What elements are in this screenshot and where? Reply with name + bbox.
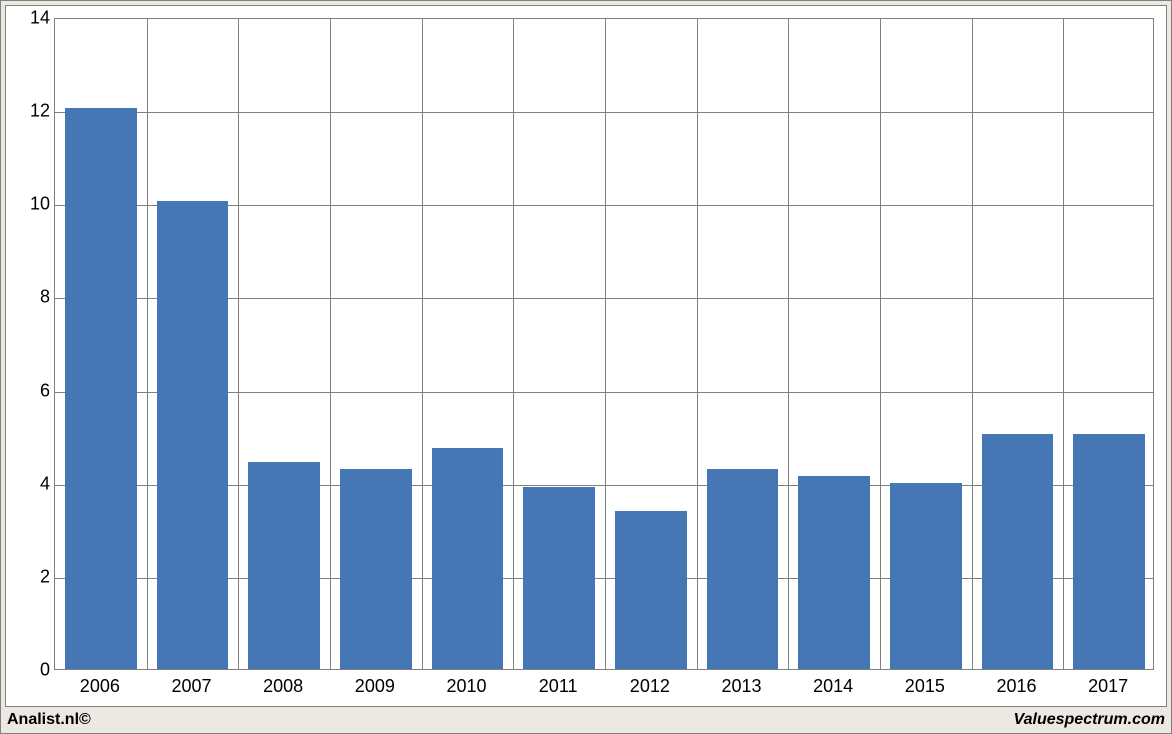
bar bbox=[615, 511, 687, 669]
y-tick-label: 0 bbox=[40, 660, 50, 681]
gridline-v bbox=[513, 19, 514, 669]
bar bbox=[982, 434, 1054, 669]
x-tick-label: 2012 bbox=[630, 676, 670, 697]
y-tick-label: 6 bbox=[40, 380, 50, 401]
y-tick-label: 14 bbox=[30, 8, 50, 29]
x-tick-label: 2015 bbox=[905, 676, 945, 697]
x-tick-label: 2006 bbox=[80, 676, 120, 697]
bar bbox=[432, 448, 504, 669]
x-tick-label: 2010 bbox=[446, 676, 486, 697]
x-tick-label: 2009 bbox=[355, 676, 395, 697]
bar bbox=[248, 462, 320, 669]
bar bbox=[340, 469, 412, 669]
y-tick-label: 4 bbox=[40, 473, 50, 494]
footer-right: Valuespectrum.com bbox=[1014, 711, 1165, 729]
gridline-v bbox=[330, 19, 331, 669]
y-tick-label: 12 bbox=[30, 101, 50, 122]
outer-frame: 0 2 4 6 8 10 12 14 2006 2007 2008 2009 2010 2011 2012 2… bbox=[0, 0, 1172, 734]
x-tick-label: 2014 bbox=[813, 676, 853, 697]
bar bbox=[157, 201, 229, 669]
x-tick-label: 2008 bbox=[263, 676, 303, 697]
gridline-v bbox=[788, 19, 789, 669]
gridline-v bbox=[697, 19, 698, 669]
y-tick-label: 2 bbox=[40, 566, 50, 587]
bar bbox=[1073, 434, 1145, 669]
x-tick-label: 2007 bbox=[171, 676, 211, 697]
gridline-v bbox=[1063, 19, 1064, 669]
x-tick-label: 2011 bbox=[539, 676, 578, 697]
gridline-v bbox=[422, 19, 423, 669]
footer-row: Analist.nl© Valuespectrum.com bbox=[1, 709, 1171, 733]
x-tick-label: 2013 bbox=[721, 676, 761, 697]
gridline-v bbox=[238, 19, 239, 669]
y-tick-label: 8 bbox=[40, 287, 50, 308]
gridline-v bbox=[605, 19, 606, 669]
bar bbox=[523, 487, 595, 669]
x-tick-label: 2016 bbox=[996, 676, 1036, 697]
bar bbox=[65, 108, 137, 669]
x-tick-label: 2017 bbox=[1088, 676, 1128, 697]
chart-frame: 0 2 4 6 8 10 12 14 2006 2007 2008 2009 2010 2011 2012 2… bbox=[5, 5, 1167, 707]
plot-area bbox=[54, 18, 1154, 670]
gridline-v bbox=[972, 19, 973, 669]
gridline-h bbox=[55, 112, 1153, 113]
bar bbox=[798, 476, 870, 669]
footer-left: Analist.nl© bbox=[7, 711, 91, 729]
y-tick-label: 10 bbox=[30, 194, 50, 215]
gridline-v bbox=[147, 19, 148, 669]
gridline-v bbox=[880, 19, 881, 669]
bar bbox=[890, 483, 962, 669]
bar bbox=[707, 469, 779, 669]
